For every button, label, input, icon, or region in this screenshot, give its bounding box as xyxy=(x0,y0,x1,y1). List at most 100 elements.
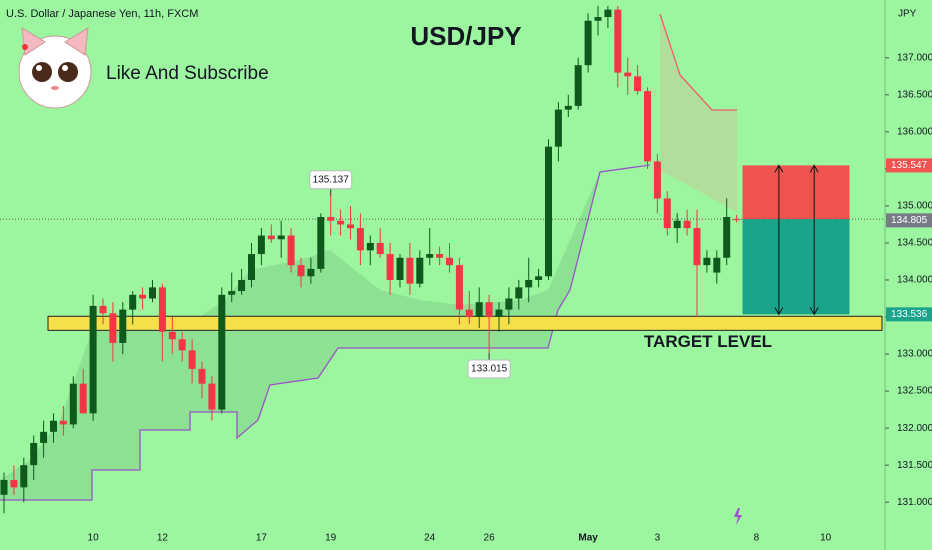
candle-body xyxy=(574,65,582,106)
candle-body xyxy=(406,257,414,284)
candle-body xyxy=(99,305,107,314)
candle-body xyxy=(386,254,394,280)
candle-body xyxy=(178,339,186,351)
candle-body xyxy=(59,420,67,425)
candle-body xyxy=(40,431,48,443)
candle-body xyxy=(644,91,651,162)
y-tick-label: 136.000 xyxy=(897,126,932,137)
candle-body xyxy=(485,302,493,318)
candle-body xyxy=(139,294,147,299)
x-tick-label: 8 xyxy=(754,533,760,544)
candle-body xyxy=(525,279,533,288)
candle-body xyxy=(327,217,335,221)
candle-body xyxy=(337,220,345,225)
candle-body xyxy=(505,298,513,310)
candle-body xyxy=(545,146,552,277)
candle-body xyxy=(703,257,711,266)
candle-body xyxy=(693,228,701,266)
candle-body xyxy=(267,235,275,240)
candle-body xyxy=(10,479,18,488)
candle-body xyxy=(564,105,572,110)
y-tick-label: 133.000 xyxy=(897,349,932,360)
arrow-head xyxy=(774,164,784,316)
candle-body xyxy=(426,254,434,258)
candle-body xyxy=(208,383,216,410)
candle-body xyxy=(188,350,196,369)
chart-title: USD/JPY xyxy=(410,21,521,51)
candle-body xyxy=(69,383,77,425)
candle-body xyxy=(89,305,97,414)
candle-body xyxy=(218,294,226,410)
candle-body xyxy=(0,479,8,495)
price-tag xyxy=(886,213,932,228)
candle-body xyxy=(238,279,246,292)
candle-body xyxy=(168,331,176,340)
candle-body xyxy=(277,235,285,240)
trail-line xyxy=(0,164,651,501)
annotation-box xyxy=(467,359,511,379)
y-tick-label: 134.000 xyxy=(897,275,932,286)
candle-body xyxy=(228,291,236,295)
candle-body xyxy=(287,235,295,266)
candle-body xyxy=(455,265,463,310)
x-tick-label: 12 xyxy=(157,533,169,544)
candle-body xyxy=(30,442,38,466)
x-tick-label: 10 xyxy=(88,533,100,544)
candle-body xyxy=(356,228,364,251)
y-tick-label: 131.000 xyxy=(897,497,932,508)
candle-body xyxy=(416,257,424,284)
subtitle: Like And Subscribe xyxy=(106,63,269,84)
currency: JPY xyxy=(898,9,917,20)
logo xyxy=(18,27,92,109)
candle-body xyxy=(257,235,265,255)
price-tag xyxy=(886,307,932,322)
price-tag-label: 133.536 xyxy=(891,309,928,320)
candle-body xyxy=(376,242,384,255)
candle-body xyxy=(436,254,444,258)
candle-body xyxy=(129,294,137,310)
y-tick-label: 131.500 xyxy=(897,460,932,471)
annotation-box xyxy=(309,170,353,190)
target-label: TARGET LEVEL xyxy=(644,332,772,351)
candle-body xyxy=(119,309,127,343)
symbol: U.S. Dollar / Japanese Yen, 11h, FXCM xyxy=(6,8,198,20)
candle-body xyxy=(584,20,592,66)
x-tick-label: 17 xyxy=(256,533,268,544)
arrow-head xyxy=(809,164,819,316)
candle-body xyxy=(733,219,741,221)
target-zone xyxy=(47,315,883,331)
candle-body xyxy=(307,268,315,277)
candle-body xyxy=(604,9,612,18)
candle-body xyxy=(248,254,255,280)
y-tick-label: 137.000 xyxy=(897,52,932,63)
candle-body xyxy=(594,17,602,21)
y-tick-label: 134.500 xyxy=(897,238,932,249)
candle-body xyxy=(446,257,453,266)
candle-body xyxy=(554,109,562,147)
candle-body xyxy=(366,242,374,251)
candle-body xyxy=(713,257,721,273)
candle-body xyxy=(653,161,661,199)
x-tick-label: 10 xyxy=(820,533,832,544)
candle-body xyxy=(50,420,57,432)
candle-body xyxy=(396,257,404,280)
event-icon xyxy=(734,508,742,525)
candle-body xyxy=(683,220,691,229)
candle-body xyxy=(663,198,671,229)
price-tag xyxy=(886,158,932,173)
candle-body xyxy=(465,309,473,318)
x-tick-label: 26 xyxy=(484,533,496,544)
price-tag-label: 135.547 xyxy=(891,160,928,171)
price-tag-label: 134.805 xyxy=(891,215,928,226)
candle-body xyxy=(475,302,483,318)
candle-body xyxy=(317,217,325,269)
candle-body xyxy=(20,465,28,488)
candle-body xyxy=(347,224,354,229)
stop-zone xyxy=(742,165,850,220)
candle-body xyxy=(634,76,642,92)
candle-body xyxy=(624,72,632,77)
y-tick-label: 136.500 xyxy=(897,89,932,100)
y-tick-label: 132.500 xyxy=(897,386,932,397)
y-tick-label: 132.000 xyxy=(897,423,932,434)
